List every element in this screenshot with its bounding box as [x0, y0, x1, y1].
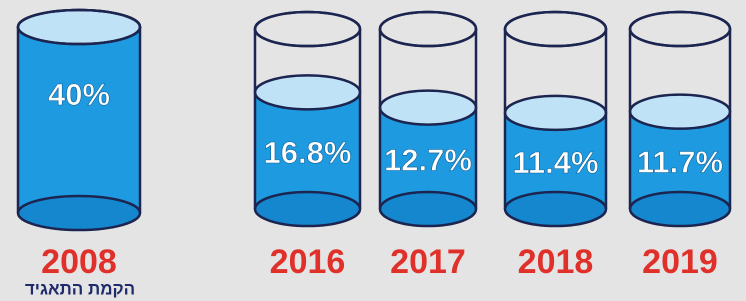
- value-label: 11.4%: [512, 145, 598, 180]
- annotation: הקמת התאגיד: [25, 279, 135, 298]
- water-surface: [255, 75, 360, 109]
- water: [18, 27, 140, 213]
- water-surface: [505, 96, 606, 130]
- category-label: 2017: [390, 243, 466, 281]
- value-label: 11.7%: [637, 145, 723, 180]
- value-label: 16.8%: [264, 135, 352, 170]
- category-label: 2019: [642, 243, 718, 281]
- water-surface: [630, 95, 730, 129]
- category-label: 2008: [41, 243, 117, 281]
- chart: 40% 2008 16.8% 2016 12.7% 2017 11.4% 2018 11.7% 2…: [0, 0, 746, 301]
- category-label: 2016: [270, 243, 346, 281]
- category-label: 2018: [518, 243, 594, 281]
- value-label: 40%: [48, 77, 110, 112]
- value-label: 12.7%: [384, 142, 472, 177]
- water-surface: [380, 91, 476, 125]
- page: {"chart_data": {"type": "bar", "categori…: [0, 0, 746, 301]
